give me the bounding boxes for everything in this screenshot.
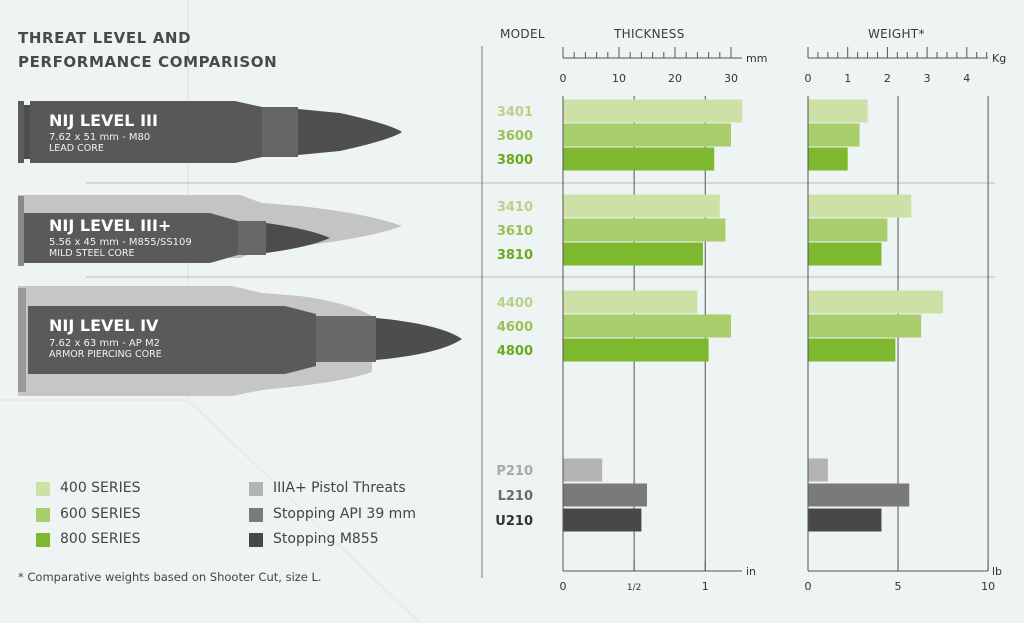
weight-bar-3800: [808, 147, 848, 171]
weight-bottom-tick-label: 0: [805, 580, 812, 593]
bullet-level-3-icon: [18, 101, 402, 163]
legend-label: Stopping API 39 mm: [273, 506, 416, 522]
legend-label: 800 SERIES: [60, 531, 141, 547]
weight-axes: 0 1 2 3 4 Kg 0 5 10 lb: [805, 47, 1006, 593]
footnote: * Comparative weights based on Shooter C…: [18, 570, 322, 584]
bullet-illustrations: [18, 46, 995, 578]
model-labels: 3401 3600 3800 3410 3610 3810 4400 4600 4800 P210…: [495, 105, 533, 529]
weight-bottom-tick-label: 10: [981, 580, 995, 593]
model-label-3401: 3401: [497, 105, 533, 120]
model-label-4600: 4600: [497, 320, 533, 335]
model-label-3410: 3410: [497, 200, 533, 215]
weight-bottom-unit: lb: [992, 565, 1002, 578]
title-line-2: PERFORMANCE COMPARISON: [18, 53, 278, 71]
threat-level-3-plus-title: NIJ LEVEL III+: [49, 216, 171, 235]
weight-top-tick-label: 0: [805, 72, 812, 85]
weight-top-unit: Kg: [992, 52, 1006, 65]
threat-level-3-title: NIJ LEVEL III: [49, 111, 158, 130]
thickness-bar-3800: [563, 147, 715, 171]
model-label-P210: P210: [496, 464, 533, 479]
model-label-3610: 3610: [497, 224, 533, 239]
thickness-header: THICKNESS: [614, 27, 685, 41]
model-label-L210: L210: [498, 489, 533, 504]
weight-bar-3410: [808, 194, 912, 218]
weight-bar-4800: [808, 338, 896, 362]
thickness-bar-L210: [563, 483, 647, 507]
weight-bar-3810: [808, 242, 882, 266]
weight-header: WEIGHT*: [868, 27, 925, 41]
threat-level-3-plus-caliber: 5.56 x 45 mm - M855/SS109: [49, 237, 192, 248]
threat-level-3-caliber: 7.62 x 51 mm - M80: [49, 132, 150, 143]
legend-label: Stopping M855: [273, 531, 379, 547]
weight-bar-P210: [808, 458, 828, 482]
legend-label: IIIA+ Pistol Threats: [273, 480, 406, 496]
model-label-U210: U210: [495, 514, 533, 529]
bullet-level-3-plus-icon: [18, 195, 402, 266]
weight-bars: [808, 99, 943, 532]
weight-bar-L210: [808, 483, 910, 507]
thickness-bar-3410: [563, 194, 720, 218]
legend-swatch: [249, 482, 263, 496]
threat-level-4-caliber: 7.62 x 63 mm - AP M2: [49, 338, 160, 349]
weight-bar-3600: [808, 123, 860, 147]
weight-top-tick-label: 3: [924, 72, 931, 85]
weight-top-tick-label: 4: [963, 72, 970, 85]
weight-bar-3610: [808, 218, 888, 242]
legend-label: 400 SERIES: [60, 480, 141, 496]
thickness-bar-U210: [563, 508, 642, 532]
threat-level-3-plus-core: MILD STEEL CORE: [49, 248, 135, 259]
page-title: THREAT LEVEL AND PERFORMANCE COMPARISON: [18, 26, 277, 74]
thickness-bottom-tick-label: 0: [560, 580, 567, 593]
title-line-1: THREAT LEVEL AND: [18, 29, 192, 47]
thickness-bottom-tick-label: 1/2: [627, 583, 641, 593]
legend-swatch: [36, 533, 50, 547]
thickness-bar-4600: [563, 314, 731, 338]
thickness-top-tick-label: 0: [560, 72, 567, 85]
thickness-bar-3600: [563, 123, 731, 147]
thickness-bar-3610: [563, 218, 726, 242]
threat-labels: NIJ LEVEL III 7.62 x 51 mm - M80 LEAD CO…: [49, 111, 192, 360]
thickness-top-unit: mm: [746, 52, 767, 65]
weight-bar-3401: [808, 99, 868, 123]
legend-swatch: [249, 508, 263, 522]
weight-bar-U210: [808, 508, 882, 532]
threat-level-4-core: ARMOR PIERCING CORE: [49, 349, 162, 360]
weight-bottom-tick-label: 5: [895, 580, 902, 593]
thickness-bottom-unit: in: [746, 565, 756, 578]
thickness-axes: 0 10 20 30 mm 0 1/2 1 in: [560, 47, 767, 593]
thickness-bars: [563, 99, 743, 532]
legend-label: 600 SERIES: [60, 506, 141, 522]
model-label-4800: 4800: [497, 344, 533, 359]
thickness-bottom-tick-label: 1: [702, 580, 709, 593]
thickness-bar-3401: [563, 99, 743, 123]
thickness-bar-4400: [563, 290, 698, 314]
thickness-bar-P210: [563, 458, 603, 482]
thickness-top-tick-label: 30: [724, 72, 738, 85]
legend-swatch: [36, 482, 50, 496]
legend-swatch: [36, 508, 50, 522]
weight-bar-4600: [808, 314, 922, 338]
model-label-3600: 3600: [497, 129, 533, 144]
legend-swatch: [249, 533, 263, 547]
thickness-bar-3810: [563, 242, 703, 266]
threat-level-3-core: LEAD CORE: [49, 143, 104, 154]
model-label-4400: 4400: [497, 296, 533, 311]
weight-top-tick-label: 2: [884, 72, 891, 85]
thickness-top-tick-label: 10: [612, 72, 626, 85]
bullet-level-4-icon: [18, 286, 462, 396]
weight-top-tick-label: 1: [844, 72, 851, 85]
thickness-top-tick-label: 20: [668, 72, 682, 85]
model-label-3810: 3810: [497, 248, 533, 263]
thickness-bar-4800: [563, 338, 709, 362]
model-label-3800: 3800: [497, 153, 533, 168]
model-header: MODEL: [500, 27, 545, 41]
weight-bar-4400: [808, 290, 943, 314]
threat-level-4-title: NIJ LEVEL IV: [49, 316, 159, 335]
